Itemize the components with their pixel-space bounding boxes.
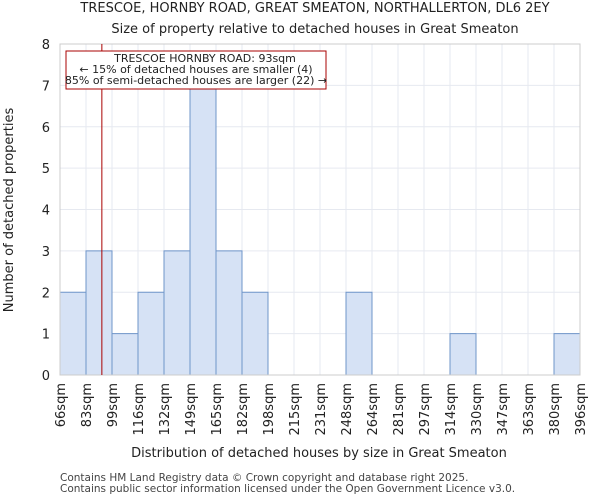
- y-tick-3: 3: [42, 245, 50, 260]
- chart-subtitle: Size of property relative to detached ho…: [111, 22, 518, 37]
- x-tick-83sqm: 83sqm: [80, 383, 95, 427]
- y-tick-labels: 0 1 2 3 4 5 6 7 8: [42, 38, 50, 384]
- x-axis-label: Distribution of detached houses by size …: [131, 446, 507, 461]
- x-tick-264sqm: 264sqm: [366, 383, 381, 436]
- x-tick-149sqm: 149sqm: [184, 383, 199, 436]
- x-tick-215sqm: 215sqm: [288, 383, 303, 436]
- x-tick-132sqm: 132sqm: [158, 383, 173, 436]
- annotation-line-1: TRESCOE HORNBY ROAD: 93sqm: [113, 52, 296, 65]
- bar-149sqm: [189, 84, 217, 376]
- y-tick-5: 5: [42, 162, 50, 177]
- x-tick-198sqm: 198sqm: [262, 383, 277, 436]
- y-tick-8: 8: [42, 38, 50, 53]
- x-tick-363sqm: 363sqm: [522, 383, 537, 436]
- footer-licence: Contains public sector information licen…: [60, 483, 516, 495]
- x-tick-297sqm: 297sqm: [418, 383, 433, 436]
- bar-83sqm: [85, 250, 113, 376]
- footer-copyright: Contains HM Land Registry data © Crown c…: [60, 472, 469, 484]
- annotation-box: TRESCOE HORNBY ROAD: 93sqm ← 15% of deta…: [65, 50, 327, 90]
- bar-165sqm: [215, 250, 243, 376]
- x-tick-314sqm: 314sqm: [444, 383, 459, 436]
- bar-182sqm: [241, 291, 269, 376]
- x-tick-labels: 66sqm 83sqm 99sqm 116sqm 132sqm 149sqm 165sqm 1…: [54, 383, 589, 436]
- x-tick-99sqm: 99sqm: [106, 383, 121, 427]
- plot-frame: [59, 43, 581, 376]
- y-tick-2: 2: [42, 286, 50, 301]
- bar-66sqm: [59, 291, 87, 376]
- x-tick-330sqm: 330sqm: [470, 383, 485, 436]
- x-tick-380sqm: 380sqm: [548, 383, 563, 436]
- x-tick-231sqm: 231sqm: [314, 383, 329, 436]
- x-tick-182sqm: 182sqm: [236, 383, 251, 436]
- annotation-line-2: ← 15% of detached houses are smaller (4): [79, 63, 312, 76]
- y-tick-4: 4: [42, 204, 50, 219]
- annotation-line-3: 85% of semi-detached houses are larger (…: [65, 74, 327, 87]
- y-tick-7: 7: [42, 79, 50, 94]
- bar-248sqm: [345, 291, 373, 376]
- bar-99sqm: [111, 333, 139, 376]
- x-tick-347sqm: 347sqm: [496, 383, 511, 436]
- annotation-box-frame: [65, 50, 327, 90]
- bar-380sqm: [553, 333, 581, 376]
- axes: [59, 43, 581, 376]
- bar-132sqm: [163, 250, 191, 376]
- y-tick-6: 6: [42, 121, 50, 136]
- bar-314sqm: [449, 333, 477, 376]
- x-tick-396sqm: 396sqm: [574, 383, 589, 436]
- bar-116sqm: [137, 291, 165, 376]
- x-tick-248sqm: 248sqm: [340, 383, 355, 436]
- x-tick-66sqm: 66sqm: [54, 383, 69, 427]
- y-tick-0: 0: [42, 369, 50, 384]
- chart-title: TRESCOE, HORNBY ROAD, GREAT SMEATON, NOR…: [79, 1, 549, 16]
- x-tick-281sqm: 281sqm: [392, 383, 407, 436]
- x-tick-116sqm: 116sqm: [132, 383, 147, 436]
- x-tick-165sqm: 165sqm: [210, 383, 225, 436]
- y-tick-1: 1: [42, 328, 50, 343]
- histogram-chart: TRESCOE, HORNBY ROAD, GREAT SMEATON, NOR…: [2, 1, 589, 461]
- y-axis-label: Number of detached properties: [2, 108, 17, 313]
